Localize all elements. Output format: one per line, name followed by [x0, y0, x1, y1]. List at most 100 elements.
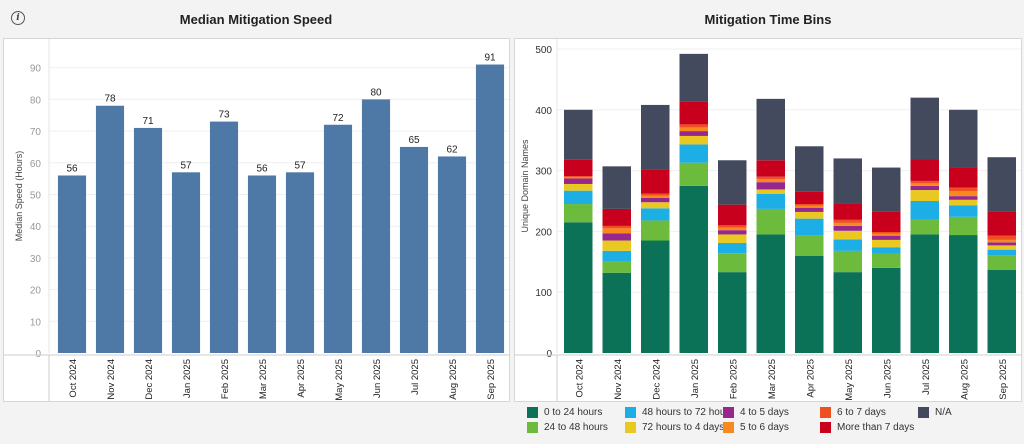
x-tick-label: Jan 2025	[182, 359, 193, 398]
segment-48-hours-to-72-hou-	[718, 242, 747, 254]
segment-24-to-48-hours	[910, 219, 939, 235]
segment-0-to-24-hours	[987, 269, 1016, 353]
segment-24-to-48-hours	[987, 255, 1016, 270]
x-tick-label: Jul 2025	[921, 359, 932, 395]
segment-24-to-48-hours	[641, 220, 670, 241]
segment-5-to-6-days	[910, 183, 939, 186]
stacked-bar-mar-2025	[756, 98, 785, 353]
segment-4-to-5-days	[602, 233, 631, 241]
x-tick-label: Jan 2025	[690, 359, 701, 398]
legend-item[interactable]: 4 to 5 days	[723, 407, 789, 418]
segment-0-to-24-hours	[641, 240, 670, 353]
median-speed-chart: 0102030405060708090Median Speed (Hours)5…	[4, 39, 509, 401]
segment-24-to-48-hours	[564, 204, 593, 223]
legend-item[interactable]: N/A	[918, 407, 952, 418]
segment-n-a	[910, 97, 939, 160]
stacked-bar-jan-2025	[679, 53, 708, 353]
segment-5-to-6-days	[987, 239, 1016, 243]
segment-72-hours-to-4-days	[564, 183, 593, 191]
segment-24-to-48-hours	[949, 216, 978, 236]
x-tick-label: Aug 2025	[448, 359, 459, 400]
x-tick-label: Jun 2025	[372, 359, 383, 398]
legend-label: 24 to 48 hours	[544, 422, 608, 433]
stacked-bar-jun-2025	[872, 167, 901, 353]
y-axis-title: Unique Domain Names	[520, 139, 530, 233]
segment-48-hours-to-72-hou-	[949, 205, 978, 217]
x-tick-label: Dec 2024	[651, 359, 662, 400]
segment-6-to-7-days	[679, 124, 708, 128]
legend-item[interactable]: 24 to 48 hours	[527, 422, 608, 433]
segment-24-to-48-hours	[872, 253, 901, 268]
stacked-bar-oct-2024	[564, 109, 593, 353]
y-tick-label: 200	[535, 227, 552, 238]
segment-more-than-7-days	[756, 160, 785, 177]
x-tick-label: Feb 2025	[220, 359, 231, 399]
legend-item[interactable]: More than 7 days	[820, 422, 914, 433]
segment-6-to-7-days	[602, 225, 631, 229]
legend-item[interactable]: 72 hours to 4 days	[625, 422, 724, 433]
segment-0-to-24-hours	[833, 272, 862, 353]
segment-5-to-6-days	[795, 205, 824, 208]
segment-5-to-6-days	[718, 227, 747, 231]
y-tick-label: 50	[30, 191, 42, 202]
bar-apr-2025	[285, 172, 315, 353]
segment-n-a	[602, 166, 631, 209]
segment-5-to-6-days	[564, 177, 593, 179]
x-tick-label: Aug 2025	[959, 359, 970, 400]
data-label: 56	[256, 163, 268, 174]
segment-more-than-7-days	[602, 208, 631, 226]
segment-24-to-48-hours	[756, 208, 785, 235]
y-axis-title: Median Speed (Hours)	[14, 151, 24, 242]
segment-6-to-7-days	[718, 225, 747, 228]
legend-swatch	[820, 407, 831, 418]
segment-72-hours-to-4-days	[641, 202, 670, 209]
legend-swatch	[723, 422, 734, 433]
median-speed-panel: 0102030405060708090Median Speed (Hours)5…	[3, 38, 510, 402]
segment-5-to-6-days	[641, 195, 670, 198]
segment-more-than-7-days	[833, 203, 862, 220]
info-icon[interactable]: i	[11, 11, 25, 25]
legend-item[interactable]: 5 to 6 days	[723, 422, 789, 433]
segment-4-to-5-days	[679, 131, 708, 136]
legend-swatch	[918, 407, 929, 418]
segment-48-hours-to-72-hou-	[795, 218, 824, 236]
segment-n-a	[833, 158, 862, 204]
segment-more-than-7-days	[564, 159, 593, 177]
stacked-bar-feb-2025	[718, 160, 747, 353]
y-tick-label: 30	[30, 254, 42, 265]
stacked-bar-aug-2025	[949, 109, 978, 353]
segment-4-to-5-days	[641, 197, 670, 203]
legend-label: More than 7 days	[837, 422, 915, 433]
bar-jun-2025	[361, 99, 391, 354]
segment-48-hours-to-72-hou-	[756, 193, 785, 209]
segment-more-than-7-days	[910, 159, 939, 181]
segment-6-to-7-days	[756, 176, 785, 180]
y-tick-label: 80	[30, 95, 42, 106]
y-tick-label: 400	[535, 106, 552, 117]
x-tick-label: Jun 2025	[882, 359, 893, 398]
segment-4-to-5-days	[564, 178, 593, 184]
segment-n-a	[795, 146, 824, 192]
stacked-bar-apr-2025	[795, 146, 824, 353]
chart-legend: 0 to 24 hours 24 to 48 hours 48 hours to 7…	[527, 405, 1017, 441]
legend-item[interactable]: 48 hours to 72 hou...	[625, 407, 734, 418]
segment-24-to-48-hours	[718, 253, 747, 273]
segment-72-hours-to-4-days	[602, 240, 631, 251]
x-tick-label: Nov 2024	[613, 359, 624, 400]
legend-item[interactable]: 6 to 7 days	[820, 407, 886, 418]
segment-more-than-7-days	[679, 101, 708, 125]
segment-n-a	[564, 109, 593, 160]
segment-24-to-48-hours	[602, 261, 631, 273]
segment-4-to-5-days	[833, 225, 862, 231]
segment-n-a	[949, 109, 978, 168]
segment-72-hours-to-4-days	[949, 199, 978, 206]
data-label: 78	[104, 94, 116, 105]
segment-4-to-5-days	[987, 242, 1016, 246]
legend-item[interactable]: 0 to 24 hours	[527, 407, 602, 418]
segment-more-than-7-days	[872, 211, 901, 233]
y-tick-label: 500	[535, 45, 552, 56]
x-tick-label: Sep 2025	[998, 359, 1009, 400]
data-label: 73	[218, 110, 230, 121]
segment-more-than-7-days	[641, 169, 670, 194]
